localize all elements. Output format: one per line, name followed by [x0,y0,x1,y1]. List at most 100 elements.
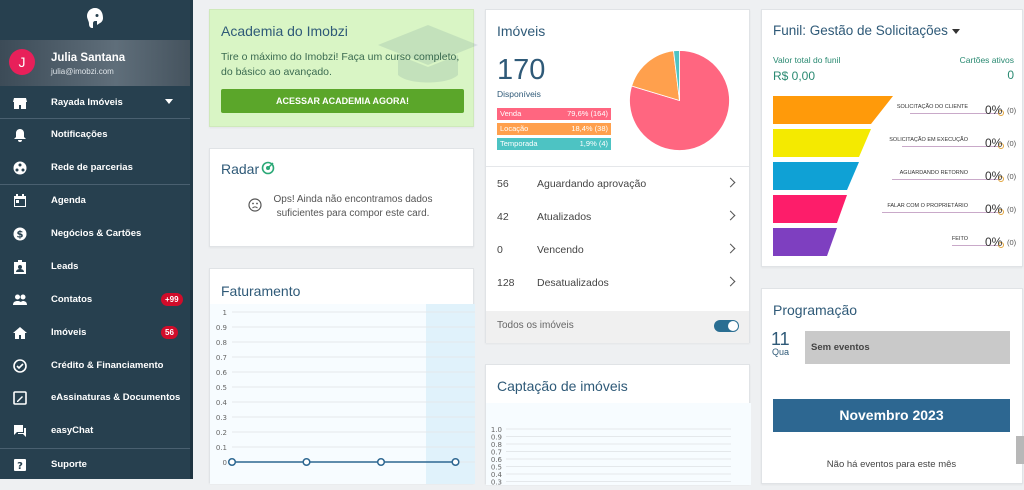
funil-stage-count: (0) [1007,172,1017,181]
sidebar-item-contatos[interactable]: Contatos +99 [0,283,190,316]
chevron-down-icon[interactable] [952,29,960,34]
target-icon [261,161,275,175]
sidebar-item-easychat[interactable]: easyChat [0,414,190,447]
y-tick-label: 0.4 [491,471,503,479]
faturamento-chart-svg: 1 0.9 0.8 0.7 0.6 0.5 0.4 0.3 0.2 0.1 0 [216,304,475,484]
funil-stage-label: FALAR COM O PROPRIETÁRIO [887,203,968,209]
radar-title: Radar [221,161,260,177]
funil-total-value: R$ 0,00 [773,69,816,83]
academia-description: Tire o máximo do Imobzi! Faça um curso c… [221,51,460,78]
calendar-month-header[interactable]: Novembro 2023 [773,399,1010,432]
sidebar-item-imoveis[interactable]: Imóveis 56 [0,316,190,349]
imoveis-footer: Todos os imóveis [486,311,749,343]
access-academia-button[interactable]: ACESSAR ACADEMIA AGORA! [221,89,464,113]
imoveis-title: Imóveis [497,23,546,39]
funil-active-value: 0 [1007,68,1014,82]
funil-stage-shape [773,129,871,157]
funil-stage-connector [910,113,1000,114]
sidebar-item-suporte[interactable]: ? Suporte [0,448,190,481]
event-day: 11 [771,329,790,349]
sidebar-item-credito-financiamento[interactable]: Crédito & Financiamento [0,349,190,382]
sidebar-item-label: easyChat [51,425,94,436]
sad-face-icon [248,198,262,212]
sidebar-item-label: Imóveis [51,327,87,338]
help-icon: ? [14,459,26,472]
sidebar-item-leads[interactable]: Leads [0,250,190,283]
faturamento-title: Faturamento [221,283,301,299]
breakdown-label: Venda [500,109,522,118]
row-vencendo[interactable]: 0 Vencendo [486,234,749,267]
row-desatualizados[interactable]: 128 Desatualizados [486,267,749,300]
y-tick-label: 1.0 [491,426,502,434]
chevron-down-icon[interactable] [165,99,173,104]
funil-stage-row[interactable]: SOLICITAÇÃO EM EXECUÇÃO 0% (0) [762,129,1024,157]
calendar-icon [14,194,26,207]
breakdown-temporada[interactable]: Temporada 1,9% (4) [497,138,611,150]
sidebar-item-rayada-imoveis[interactable]: Rayada Imóveis [0,86,190,119]
sidebar-item-negocios-cartoes[interactable]: $ Negócios & Cartões [0,217,190,250]
row-aguardando-aprovacao[interactable]: 56 Aguardando aprovação [486,168,749,201]
funil-stage-percent: 0% [985,103,1003,117]
programacao-card: Programação 11 Qua Sem eventos Novembro … [761,288,1023,484]
event-entry[interactable]: Sem eventos [805,331,1010,364]
sidebar-item-label: Rayada Imóveis [51,97,123,108]
sidebar-item-notificacoes[interactable]: Notificações [0,118,190,151]
funil-stage-count: (0) [1007,205,1017,214]
funil-stage-percent: 0% [985,202,1003,216]
funil-stage-row[interactable]: SOLICITAÇÃO DO CLIENTE 0% (0) [762,96,1024,124]
row-atualizados[interactable]: 42 Atualizados [486,201,749,234]
hover-highlight-band [426,304,475,484]
funil-stage-label: SOLICITAÇÃO EM EXECUÇÃO [889,137,968,143]
funil-total-label: Valor total do funil [773,55,841,65]
user-name: Julia Santana [51,52,126,64]
page-scrollbar-thumb[interactable] [1016,436,1024,464]
sidebar-scrollbar-thumb[interactable] [190,0,193,290]
sidebar-item-eassinaturas-documentos[interactable]: eAssinaturas & Documentos [0,381,190,414]
funil-stage-shape [773,195,847,223]
divider [0,448,190,449]
funil-title[interactable]: Funil: Gestão de Solicitações [773,23,948,38]
store-icon [13,98,27,109]
sidebar-item-rede-de-parcerias[interactable]: Rede de parcerias [0,151,190,184]
funil-stage-percent: 0% [985,169,1003,183]
row-count: 56 [497,178,509,190]
event-weekday: Qua [772,347,790,357]
svg-text:$: $ [17,230,24,241]
funil-stage-row[interactable]: FALAR COM O PROPRIETÁRIO 0% (0) [762,195,1024,223]
breakdown-locacao[interactable]: Locação 18,4% (38) [497,123,611,135]
breakdown-label: Temporada [500,139,538,148]
network-icon [13,161,27,175]
imoveis-count-badge: 56 [161,326,178,339]
funil-stage-label: FEITO [951,236,968,242]
y-tick-label: 0.6 [216,369,228,377]
row-count: 0 [497,244,503,256]
funil-stage-row[interactable]: AGUARDANDO RETORNO 0% (0) [762,162,1024,190]
bell-icon [14,129,26,142]
breakdown-value: 79,6% (164) [567,109,608,118]
programacao-title: Programação [773,302,858,318]
captacao-chart: 1.0 0.9 0.8 0.7 0.6 0.5 0.4 0.3 [486,403,751,487]
people-icon [13,294,27,305]
avatar[interactable]: J [9,49,35,75]
funil-active-label: Cartões ativos [959,55,1014,65]
chevron-right-icon [725,243,736,254]
imoveis-total-label: Disponíveis [497,89,541,99]
breakdown-venda[interactable]: Venda 79,6% (164) [497,108,611,120]
funil-stage-percent: 0% [985,235,1003,249]
user-profile[interactable]: J Julia Santana julia@imobzi.com [0,40,193,86]
imoveis-pie-chart[interactable] [628,49,731,152]
data-point [376,457,386,467]
y-tick-label: 0.3 [491,479,502,486]
imobzi-logo-icon[interactable] [83,6,107,30]
funil-stage-connector [892,179,1000,180]
academia-title: Academia do Imobzi [221,23,348,39]
divider [486,166,749,167]
sidebar: J Julia Santana julia@imobzi.com Rayada … [0,0,193,479]
sidebar-item-agenda[interactable]: Agenda [0,184,190,217]
sidebar-item-label: Agenda [51,195,86,206]
imoveis-total: 170 [497,54,546,86]
row-label: Atualizados [537,211,592,223]
all-properties-toggle[interactable] [714,320,739,332]
y-tick-label: 1 [223,309,227,317]
funil-stage-row[interactable]: FEITO 0% (0) [762,228,1024,256]
